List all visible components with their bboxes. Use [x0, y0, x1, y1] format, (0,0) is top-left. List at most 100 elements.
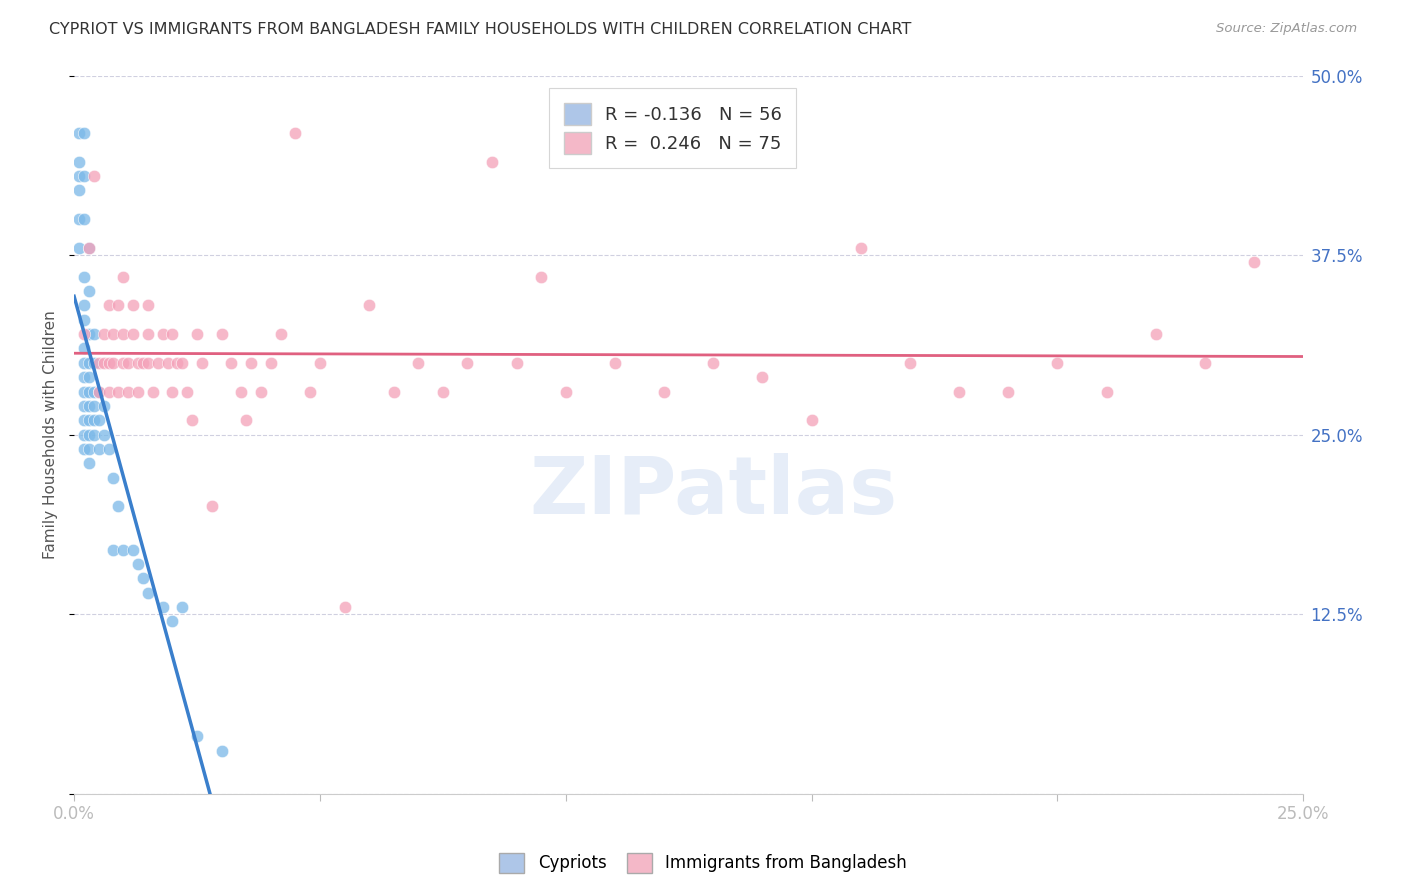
- Point: [103, 356, 125, 370]
- Point: [333, 599, 356, 614]
- Point: [83, 427, 105, 442]
- Point: [849, 241, 872, 255]
- Point: [73, 269, 96, 284]
- Point: [73, 427, 96, 442]
- Point: [201, 500, 224, 514]
- Point: [231, 384, 253, 399]
- Point: [107, 298, 129, 312]
- Point: [359, 298, 381, 312]
- Point: [77, 241, 100, 255]
- Point: [800, 413, 823, 427]
- Point: [299, 384, 322, 399]
- Point: [186, 729, 208, 743]
- Point: [156, 356, 179, 370]
- Point: [127, 356, 149, 370]
- Point: [176, 384, 198, 399]
- Point: [67, 126, 90, 140]
- Point: [136, 585, 159, 599]
- Point: [1194, 356, 1216, 370]
- Point: [132, 571, 155, 585]
- Point: [73, 126, 96, 140]
- Point: [948, 384, 970, 399]
- Point: [67, 169, 90, 183]
- Point: [97, 442, 120, 456]
- Point: [997, 384, 1019, 399]
- Point: [73, 399, 96, 413]
- Point: [186, 327, 208, 342]
- Point: [73, 298, 96, 312]
- Point: [1046, 356, 1069, 370]
- Point: [284, 126, 307, 140]
- Point: [87, 413, 110, 427]
- Point: [67, 212, 90, 227]
- Point: [898, 356, 921, 370]
- Point: [211, 327, 233, 342]
- Text: Source: ZipAtlas.com: Source: ZipAtlas.com: [1216, 22, 1357, 36]
- Point: [97, 298, 120, 312]
- Point: [107, 500, 129, 514]
- Point: [97, 356, 120, 370]
- Point: [77, 399, 100, 413]
- Point: [211, 743, 233, 757]
- Text: CYPRIOT VS IMMIGRANTS FROM BANGLADESH FAMILY HOUSEHOLDS WITH CHILDREN CORRELATIO: CYPRIOT VS IMMIGRANTS FROM BANGLADESH FA…: [49, 22, 911, 37]
- Point: [432, 384, 454, 399]
- Point: [530, 269, 553, 284]
- Point: [136, 298, 159, 312]
- Point: [117, 384, 139, 399]
- Legend: R = -0.136   N = 56, R =  0.246   N = 75: R = -0.136 N = 56, R = 0.246 N = 75: [550, 88, 796, 169]
- Point: [83, 384, 105, 399]
- Point: [112, 327, 135, 342]
- Point: [260, 356, 283, 370]
- Point: [117, 356, 139, 370]
- Point: [97, 384, 120, 399]
- Point: [270, 327, 292, 342]
- Point: [652, 384, 675, 399]
- Point: [83, 327, 105, 342]
- Point: [554, 384, 576, 399]
- Point: [73, 327, 96, 342]
- Point: [73, 384, 96, 399]
- Point: [87, 442, 110, 456]
- Point: [87, 356, 110, 370]
- Point: [73, 342, 96, 356]
- Point: [181, 413, 204, 427]
- Point: [603, 356, 626, 370]
- Y-axis label: Family Households with Children: Family Households with Children: [44, 310, 58, 559]
- Point: [240, 356, 263, 370]
- Point: [136, 327, 159, 342]
- Point: [83, 169, 105, 183]
- Point: [67, 154, 90, 169]
- Point: [83, 399, 105, 413]
- Point: [152, 327, 174, 342]
- Point: [136, 356, 159, 370]
- Point: [191, 356, 214, 370]
- Point: [122, 542, 145, 557]
- Point: [93, 327, 115, 342]
- Point: [73, 370, 96, 384]
- Point: [87, 384, 110, 399]
- Point: [93, 427, 115, 442]
- Point: [67, 241, 90, 255]
- Point: [77, 356, 100, 370]
- Point: [112, 269, 135, 284]
- Point: [481, 154, 503, 169]
- Point: [235, 413, 257, 427]
- Text: ZIPatlas: ZIPatlas: [529, 453, 897, 531]
- Legend: Cypriots, Immigrants from Bangladesh: Cypriots, Immigrants from Bangladesh: [492, 847, 914, 880]
- Point: [103, 542, 125, 557]
- Point: [702, 356, 724, 370]
- Point: [73, 312, 96, 326]
- Point: [77, 384, 100, 399]
- Point: [77, 413, 100, 427]
- Point: [382, 384, 405, 399]
- Point: [1243, 255, 1265, 269]
- Point: [250, 384, 273, 399]
- Point: [162, 615, 184, 629]
- Point: [456, 356, 478, 370]
- Point: [103, 327, 125, 342]
- Point: [146, 356, 169, 370]
- Point: [132, 356, 155, 370]
- Point: [112, 356, 135, 370]
- Point: [122, 298, 145, 312]
- Point: [93, 399, 115, 413]
